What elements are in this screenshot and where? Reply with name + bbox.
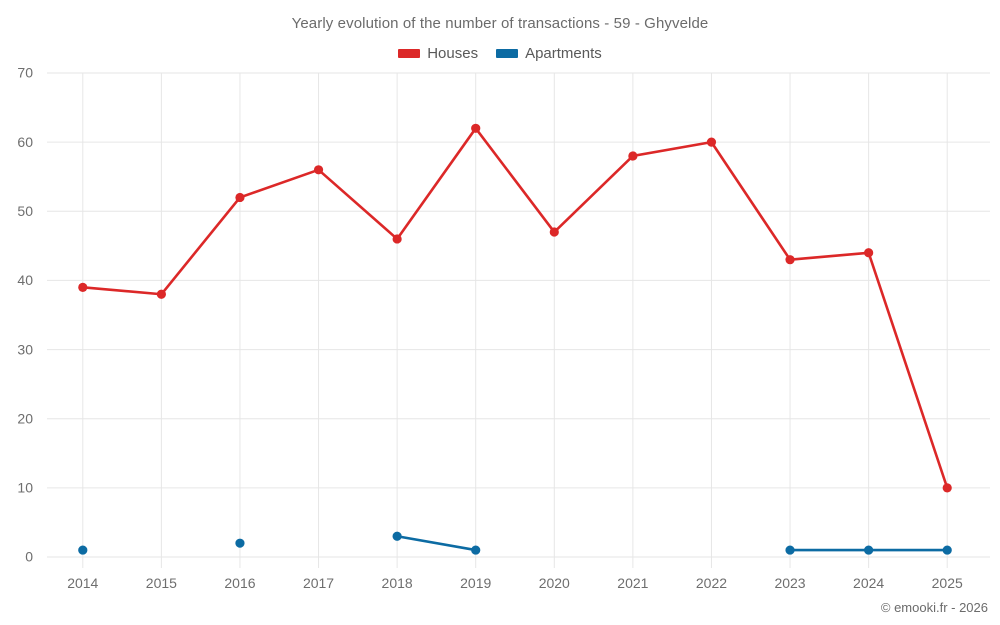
data-point-marker[interactable] xyxy=(471,545,481,555)
x-axis-tick-label: 2016 xyxy=(224,575,255,591)
y-axis-ticks: 0 10 20 30 40 50 60 70 xyxy=(17,65,33,565)
series-line-segment xyxy=(552,154,635,234)
x-axis-tick-label: 2018 xyxy=(382,575,413,591)
series-line-segment xyxy=(160,196,242,296)
data-point-marker[interactable] xyxy=(706,137,717,147)
y-axis-tick-label: 20 xyxy=(17,410,33,426)
series-line-segment xyxy=(395,534,478,552)
data-point-marker[interactable] xyxy=(864,545,874,555)
y-axis-tick-label: 40 xyxy=(17,272,33,288)
data-point-marker[interactable] xyxy=(392,531,402,541)
data-point-marker[interactable] xyxy=(235,538,245,548)
data-point-marker[interactable] xyxy=(864,248,874,258)
x-axis-tick-label: 2021 xyxy=(617,575,648,591)
data-point-marker[interactable] xyxy=(942,483,952,493)
y-axis-tick-label: 60 xyxy=(17,134,33,150)
series-line-segment xyxy=(238,168,320,199)
series-line-segment xyxy=(710,140,792,261)
data-point-marker[interactable] xyxy=(549,227,559,237)
data-point-marker[interactable] xyxy=(78,282,88,292)
y-axis-tick-label: 30 xyxy=(17,341,33,357)
data-series-layer xyxy=(78,123,952,555)
legend-swatch-houses xyxy=(398,49,421,58)
data-point-marker[interactable] xyxy=(313,165,324,175)
legend-label-apartments: Apartments xyxy=(525,45,602,62)
series-apartments xyxy=(78,531,952,555)
data-point-marker[interactable] xyxy=(78,545,88,555)
data-point-marker[interactable] xyxy=(628,151,638,161)
legend-item-apartments[interactable]: Apartments xyxy=(496,45,602,62)
x-axis-tick-label: 2023 xyxy=(774,575,805,591)
y-axis-tick-label: 50 xyxy=(17,203,33,219)
series-houses xyxy=(78,123,952,493)
y-axis-tick-label: 0 xyxy=(25,549,33,565)
series-line-segment xyxy=(81,286,163,296)
data-point-marker[interactable] xyxy=(471,123,481,133)
series-line-segment xyxy=(788,251,870,261)
data-point-marker[interactable] xyxy=(392,234,402,244)
x-axis-tick-label: 2019 xyxy=(460,575,491,591)
chart-legend: Houses Apartments xyxy=(0,45,1000,62)
data-point-marker[interactable] xyxy=(942,545,952,555)
series-line-segment xyxy=(317,168,399,241)
grid-lines xyxy=(47,72,990,568)
copyright-credit: © emooki.fr - 2026 xyxy=(880,600,988,615)
series-line-segment xyxy=(631,140,713,158)
data-point-marker[interactable] xyxy=(235,192,245,203)
y-axis-tick-label: 10 xyxy=(17,480,33,496)
x-axis-tick-label: 2024 xyxy=(853,575,884,591)
x-axis-tick-label: 2025 xyxy=(932,575,963,591)
x-axis-tick-label: 2020 xyxy=(539,575,570,591)
legend-item-houses[interactable]: Houses xyxy=(398,45,478,62)
legend-swatch-apartments xyxy=(496,49,519,58)
x-axis-tick-label: 2015 xyxy=(146,575,177,591)
series-line-segment xyxy=(867,251,949,490)
x-axis-tick-label: 2022 xyxy=(696,575,727,591)
x-axis-ticks: 2014 2015 2016 2017 2018 2019 2020 2021 2022 2023… xyxy=(67,575,963,591)
x-axis-tick-label: 2014 xyxy=(67,575,98,591)
chart-title: Yearly evolution of the number of transa… xyxy=(291,15,709,32)
legend-label-houses: Houses xyxy=(427,45,479,62)
data-point-marker[interactable] xyxy=(785,255,795,265)
series-line-segment xyxy=(474,127,556,234)
y-axis-tick-label: 70 xyxy=(17,65,33,81)
data-point-marker[interactable] xyxy=(785,545,795,555)
series-line-segment xyxy=(395,127,478,241)
x-axis-tick-label: 2017 xyxy=(303,575,334,591)
data-point-marker[interactable] xyxy=(156,289,166,299)
